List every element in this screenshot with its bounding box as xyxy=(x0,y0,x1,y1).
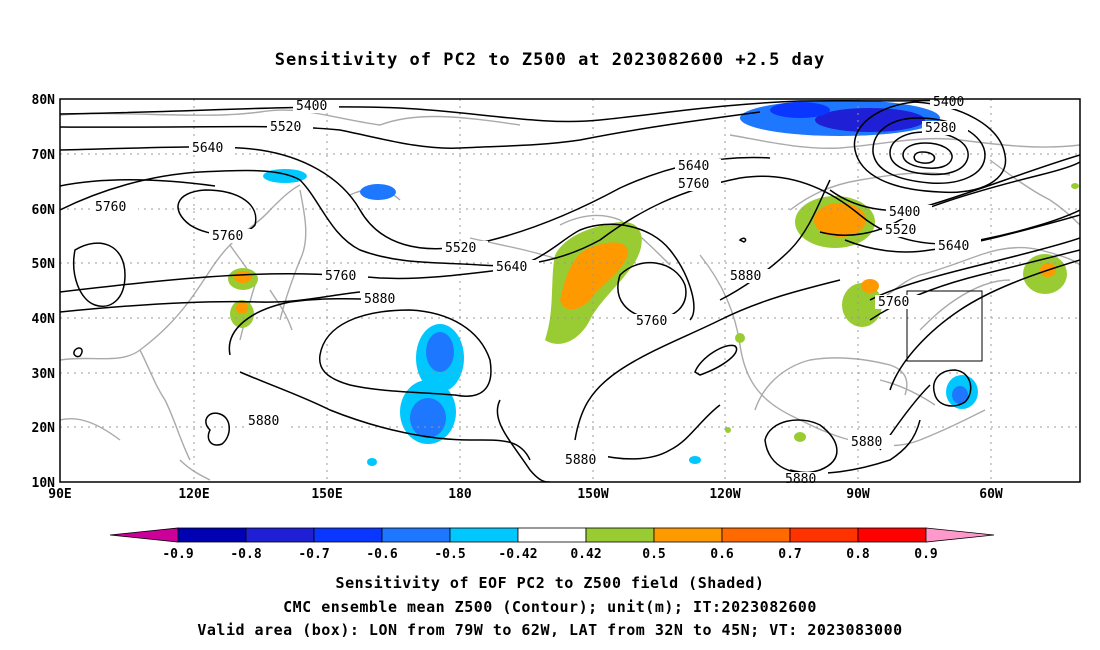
colorbar-label: -0.42 xyxy=(498,547,537,562)
colorbar-swatch xyxy=(177,527,247,543)
colorbar-label: -0.7 xyxy=(298,547,329,562)
neg-kamchatka xyxy=(360,184,396,200)
neg-pacific-north-inner xyxy=(426,332,454,372)
contour-label: 5640 xyxy=(938,239,969,254)
lat-tick-label: 40N xyxy=(32,312,56,327)
lon-tick-label: 150E xyxy=(311,487,342,502)
colorbar-label: 0.7 xyxy=(778,547,801,562)
caption-valid-area: Valid area (box): LON from 79W to 62W, L… xyxy=(197,621,903,639)
lon-tick-label: 120E xyxy=(178,487,209,502)
colorbar-label: 0.9 xyxy=(914,547,937,562)
colorbar: -0.9 -0.8 -0.7 -0.6 -0.5 -0.42 0.42 0.5 … xyxy=(109,527,995,562)
contour-label: 5400 xyxy=(296,99,327,114)
colorbar-swatch xyxy=(585,527,655,543)
colorbar-label: -0.5 xyxy=(434,547,465,562)
neg-arctic-inner xyxy=(815,108,925,132)
lon-axis: 90E 120E 150E 180 150W 120W 90W 60W xyxy=(48,487,1003,502)
colorbar-swatch xyxy=(449,527,519,543)
contour-label: 5520 xyxy=(885,223,916,238)
contour-label: 5760 xyxy=(878,295,909,310)
contour-label: 5400 xyxy=(933,95,964,110)
contour-label: 5760 xyxy=(678,177,709,192)
pos-gulf-alaska-inner xyxy=(560,242,629,310)
colorbar-swatch xyxy=(517,527,587,543)
neg-pacific-south-inner xyxy=(410,398,446,438)
contour-label: 5880 xyxy=(851,435,882,450)
colorbar-swatch xyxy=(381,527,451,543)
lat-tick-label: 60N xyxy=(32,203,56,218)
lon-tick-label: 90W xyxy=(846,487,870,502)
colorbar-swatch xyxy=(857,527,927,543)
contour-label: 5880 xyxy=(785,472,816,487)
colorbar-label: -0.9 xyxy=(162,547,193,562)
contour-label: 5520 xyxy=(445,241,476,256)
colorbar-label: 0.5 xyxy=(642,547,665,562)
colorbar-label: 0.6 xyxy=(710,547,734,562)
pos-japan-b-inner xyxy=(236,302,248,314)
colorbar-swatch xyxy=(313,527,383,543)
colorbar-label: -0.6 xyxy=(366,547,397,562)
contour-label: 5760 xyxy=(212,229,243,244)
contour-label: 5280 xyxy=(925,121,956,136)
contour-label: 5640 xyxy=(192,141,223,156)
neg-small-pacific xyxy=(367,458,377,466)
colorbar-swatch xyxy=(653,527,723,543)
z500-contours xyxy=(60,99,1080,482)
colorbar-label: 0.42 xyxy=(570,547,601,562)
lat-tick-label: 70N xyxy=(32,148,56,163)
pos-small-1 xyxy=(735,333,745,343)
contour-label: 5880 xyxy=(565,453,596,468)
contour-label-group: 5400 5520 5640 5760 5760 5880 5880 5520 … xyxy=(92,95,981,487)
contour-label: 5400 xyxy=(889,205,920,220)
lon-tick-label: 150W xyxy=(577,487,608,502)
contour-label: 5760 xyxy=(325,269,356,284)
colorbar-left-cap xyxy=(109,527,179,543)
contour-label: 5760 xyxy=(95,200,126,215)
contour-label: 5640 xyxy=(678,159,709,174)
colorbar-swatch xyxy=(789,527,859,543)
pos-japan-a-inner xyxy=(234,271,252,283)
colorbar-label: -0.8 xyxy=(230,547,261,562)
map-border xyxy=(59,98,1081,483)
colorbar-label: 0.8 xyxy=(846,547,870,562)
lat-tick-label: 50N xyxy=(32,257,56,272)
colorbar-swatch xyxy=(721,527,791,543)
lat-tick-label: 20N xyxy=(32,421,56,436)
lon-tick-label: 90E xyxy=(48,487,71,502)
valid-area-box xyxy=(906,290,983,362)
pos-small-2 xyxy=(794,432,806,442)
lon-tick-label: 180 xyxy=(448,487,472,502)
contour-label: 5880 xyxy=(364,292,395,307)
lat-tick-label: 30N xyxy=(32,367,56,382)
pos-lakes xyxy=(842,283,882,327)
pos-small-3 xyxy=(725,427,731,433)
colorbar-right-cap xyxy=(925,527,995,543)
contour-label: 5880 xyxy=(730,269,761,284)
colorbar-swatch xyxy=(245,527,315,543)
pos-hudson-inner xyxy=(814,203,866,237)
lat-tick-label: 80N xyxy=(32,93,56,108)
lon-tick-label: 60W xyxy=(979,487,1003,502)
map-title: Sensitivity of PC2 to Z500 at 2023082600… xyxy=(274,50,826,70)
neg-small-east xyxy=(689,456,701,464)
lat-axis: 80N 70N 60N 50N 40N 30N 20N 10N xyxy=(32,93,56,491)
lat-tick-label: 10N xyxy=(32,476,56,491)
caption-contour: CMC ensemble mean Z500 (Contour); unit(m… xyxy=(283,598,817,616)
lon-tick-label: 120W xyxy=(709,487,740,502)
contour-label: 5880 xyxy=(248,414,279,429)
contour-label: 5760 xyxy=(636,314,667,329)
pos-small-4 xyxy=(1071,183,1079,189)
contour-label: 5640 xyxy=(496,260,527,275)
neg-bahamas-inner xyxy=(952,386,968,404)
pos-lakes-inner xyxy=(861,279,879,293)
contour-label: 5520 xyxy=(270,120,301,135)
caption-shading: Sensitivity of EOF PC2 to Z500 field (Sh… xyxy=(335,574,765,592)
neg-arctic-west xyxy=(770,102,830,118)
